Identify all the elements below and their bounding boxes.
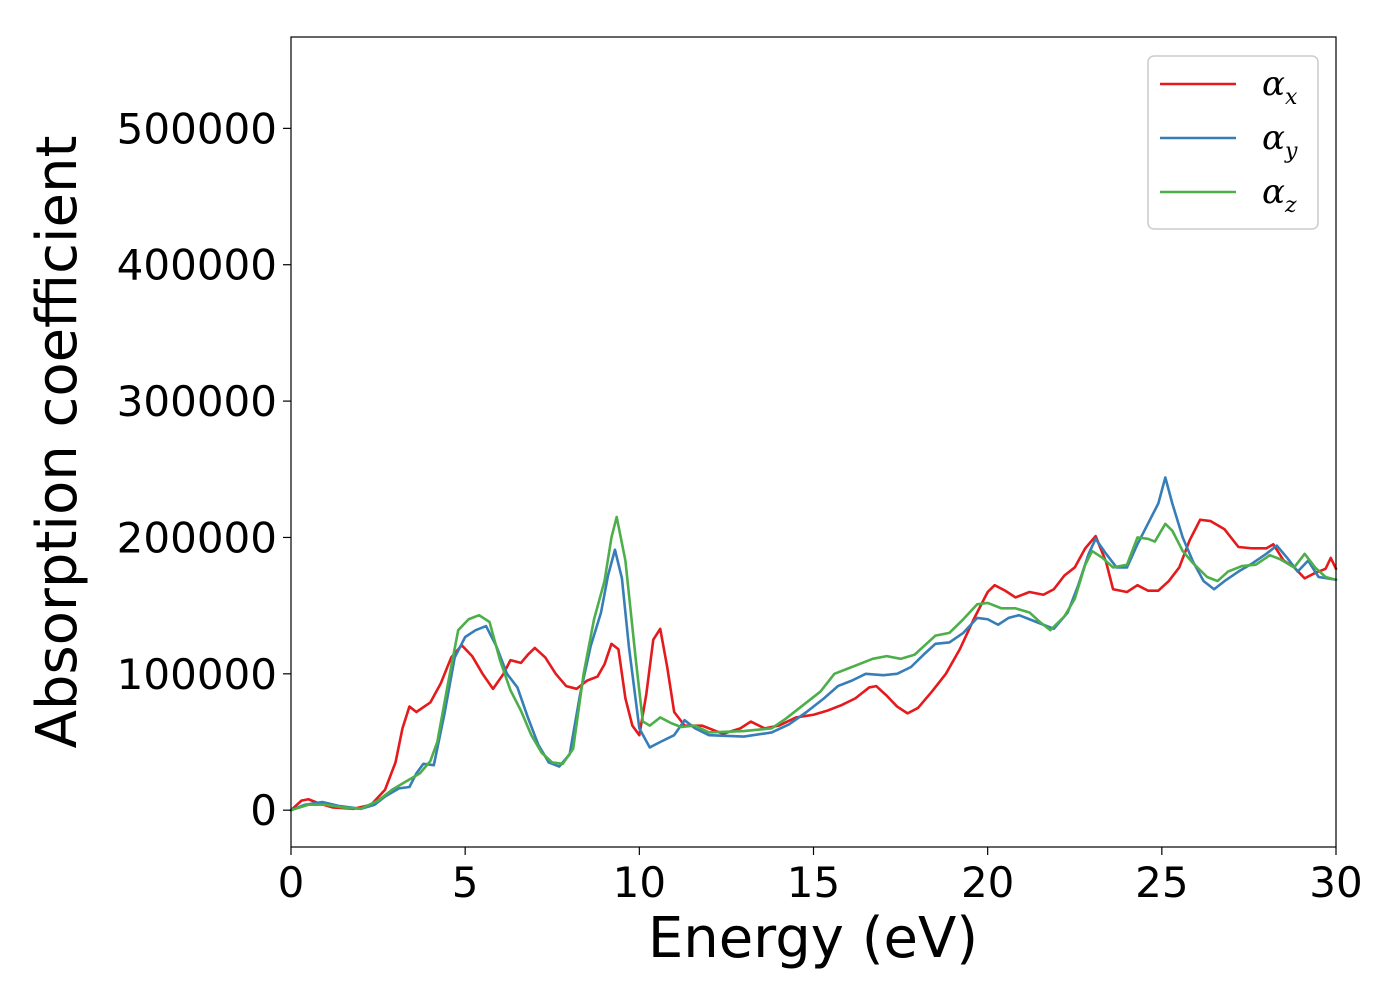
- legend-label-sub: x: [1285, 85, 1298, 110]
- legend-label: αy: [1262, 118, 1298, 164]
- legend-entry-x: αx: [1160, 64, 1298, 110]
- legend-label-main: α: [1262, 172, 1285, 212]
- y-tick-label: 200000: [117, 513, 277, 562]
- series-line-x: [289, 518, 1338, 812]
- y-axis-ticks: 0 100000 200000 300000 400000 500000: [117, 104, 291, 835]
- legend-label-main: α: [1262, 118, 1285, 158]
- legend-label: αx: [1262, 64, 1298, 110]
- series-line-z: [289, 515, 1338, 812]
- x-tick-label: 0: [278, 858, 305, 907]
- legend-label: αz: [1262, 172, 1297, 218]
- legend-entry-z: αz: [1160, 172, 1297, 218]
- x-tick-label: 5: [452, 858, 479, 907]
- x-axis-ticks: 0 5 10 15 20 25 30: [278, 847, 1363, 907]
- legend-box: [1147, 55, 1319, 230]
- legend-label-main: α: [1262, 64, 1285, 104]
- x-tick-label: 15: [787, 858, 840, 907]
- y-tick-label: 100000: [117, 650, 277, 699]
- series-layer: [289, 476, 1338, 812]
- x-axis-title: Energy (eV): [648, 906, 978, 971]
- y-axis-title: Absorption coefficient: [25, 136, 90, 749]
- x-tick-label: 10: [613, 858, 666, 907]
- legend-entry-y: αy: [1160, 118, 1298, 164]
- series-line-y: [289, 476, 1338, 812]
- x-tick-label: 30: [1309, 858, 1362, 907]
- x-tick-label: 20: [961, 858, 1014, 907]
- y-tick-label: 0: [250, 786, 277, 835]
- legend-label-sub: y: [1284, 139, 1298, 164]
- legend-label-sub: z: [1284, 193, 1297, 218]
- x-tick-label: 25: [1135, 858, 1188, 907]
- y-tick-label: 300000: [117, 377, 277, 426]
- y-tick-label: 500000: [117, 104, 277, 153]
- y-tick-label: 400000: [117, 241, 277, 290]
